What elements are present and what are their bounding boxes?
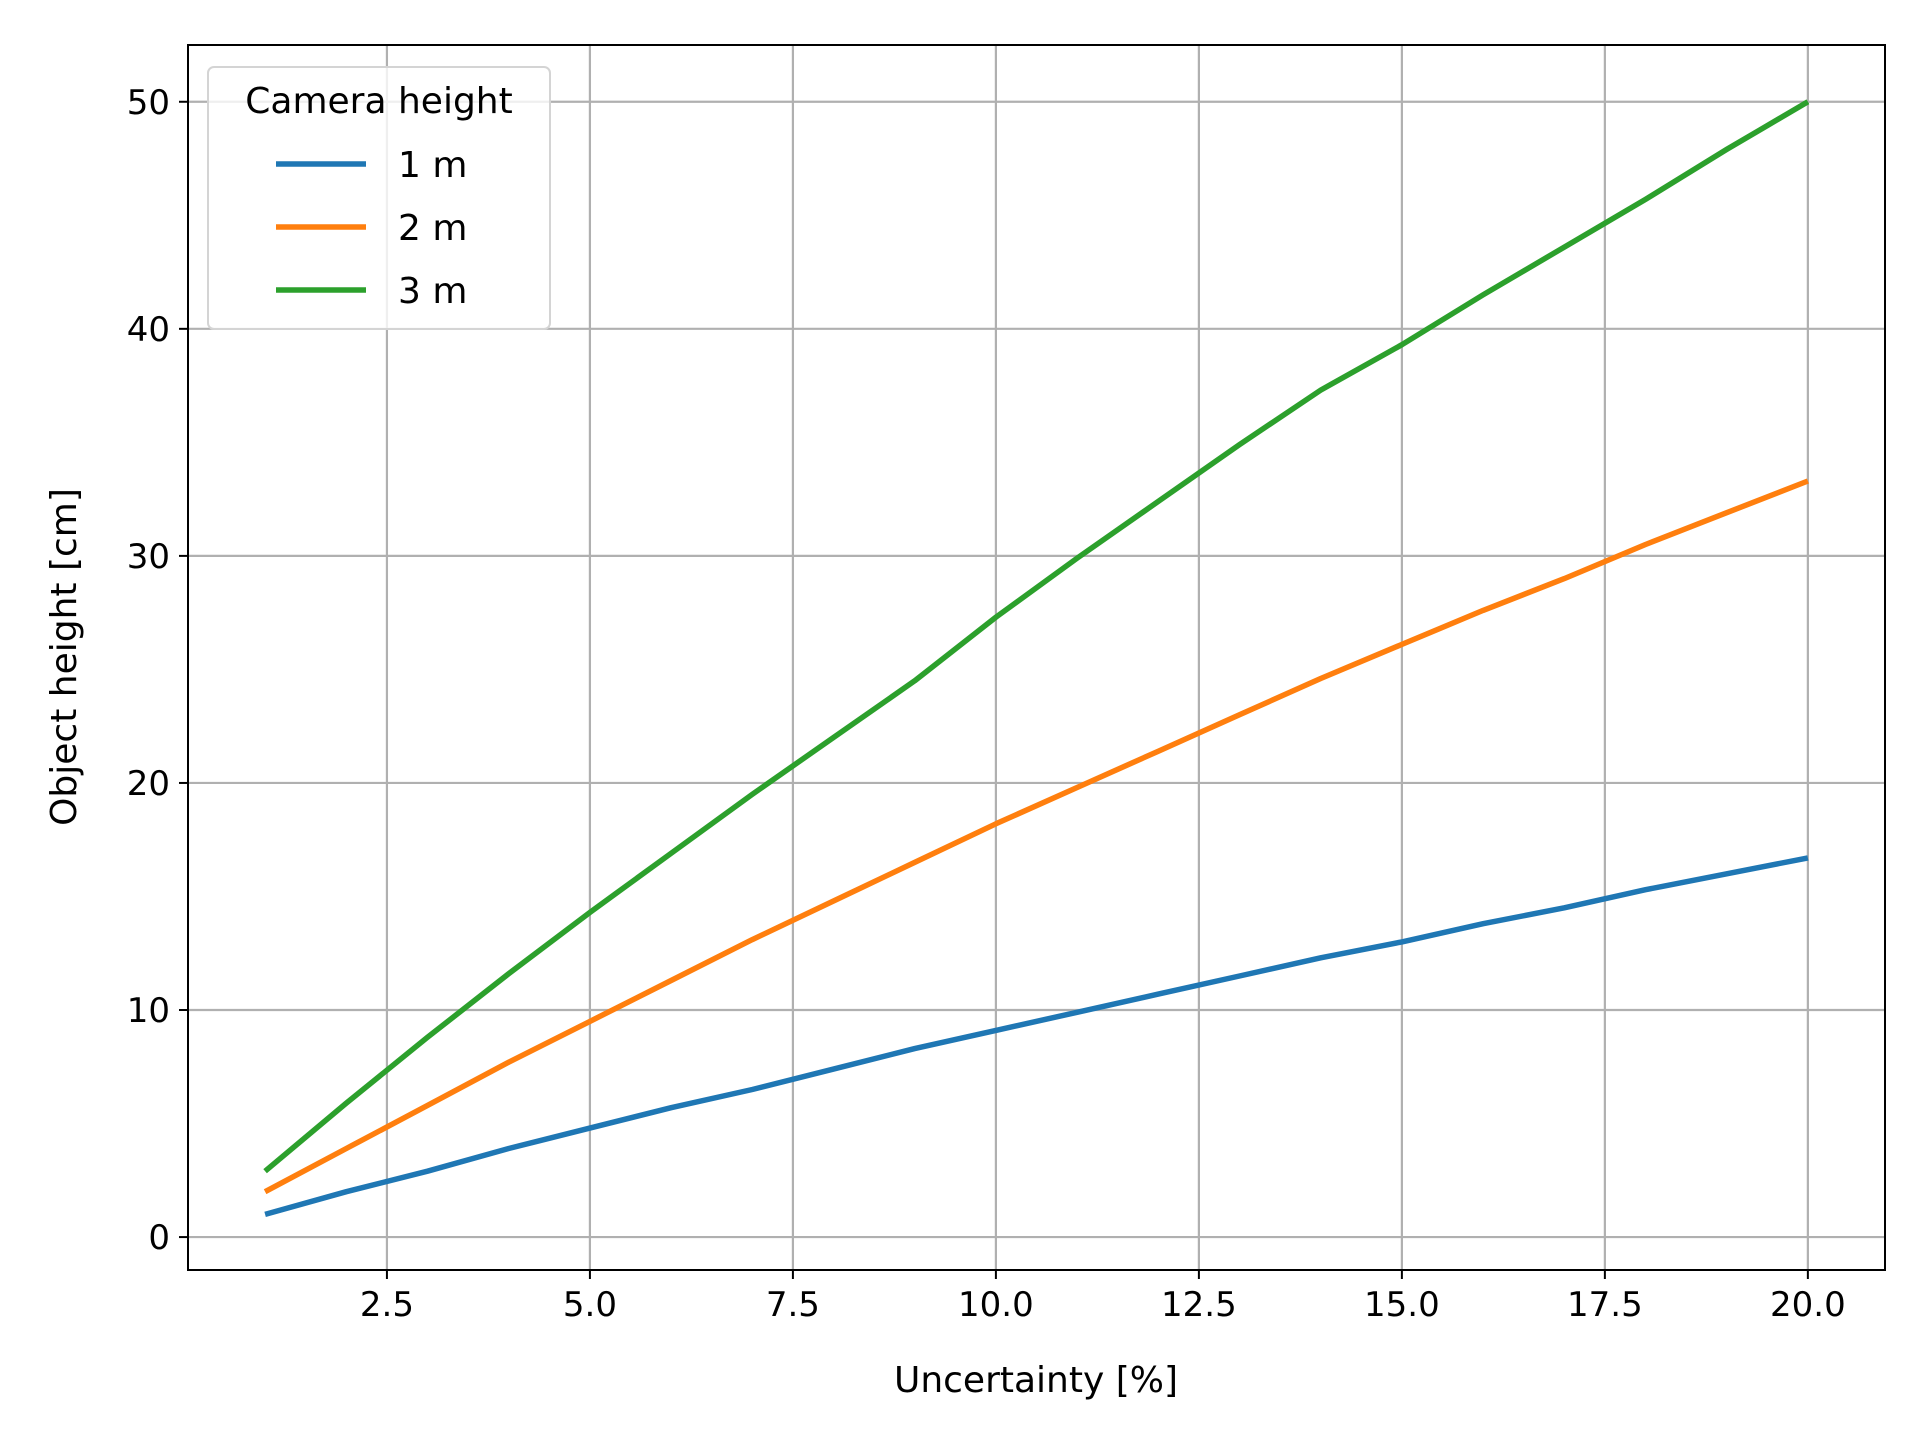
legend-label: 2 m <box>398 208 467 249</box>
legend-title: Camera height <box>245 81 512 122</box>
series-lines <box>263 99 1810 1218</box>
y-tick-label: 30 <box>127 537 170 577</box>
plot-area-frame <box>187 44 1886 1271</box>
y-tick-label: 40 <box>127 310 170 350</box>
legend-label: 3 m <box>398 271 467 312</box>
y-tick-label: 0 <box>148 1218 170 1258</box>
legend-box <box>207 66 551 330</box>
x-axis-label: Uncertainty [%] <box>894 1360 1178 1401</box>
x-axis-ticks: 2.5 5.0 7.5 10.0 12.5 15.0 17.5 20.0 <box>360 1270 1846 1325</box>
legend: Camera height 1 m 2 m 3 m <box>207 66 551 330</box>
y-tick-label: 50 <box>127 83 170 123</box>
series-line-3-m <box>263 99 1810 1174</box>
x-tick-label: 17.5 <box>1567 1285 1643 1325</box>
legend-entries: 1 m 2 m 3 m <box>276 145 467 312</box>
x-tick-label: 5.0 <box>563 1285 617 1325</box>
x-tick-label: 2.5 <box>360 1285 414 1325</box>
grid <box>188 45 1885 1270</box>
x-tick-label: 10.0 <box>958 1285 1034 1325</box>
y-axis-label: Object height [cm] <box>44 488 85 826</box>
series-line-2-m <box>263 478 1809 1195</box>
y-axis-ticks: 0 10 20 30 40 50 <box>127 83 188 1258</box>
x-tick-label: 12.5 <box>1161 1285 1237 1325</box>
series-line-1-m <box>264 855 1809 1218</box>
y-tick-label: 10 <box>127 991 170 1031</box>
x-tick-label: 7.5 <box>766 1285 820 1325</box>
x-tick-label: 15.0 <box>1364 1285 1440 1325</box>
y-tick-label: 20 <box>127 764 170 804</box>
x-tick-label: 20.0 <box>1770 1285 1846 1325</box>
legend-label: 1 m <box>398 145 467 186</box>
